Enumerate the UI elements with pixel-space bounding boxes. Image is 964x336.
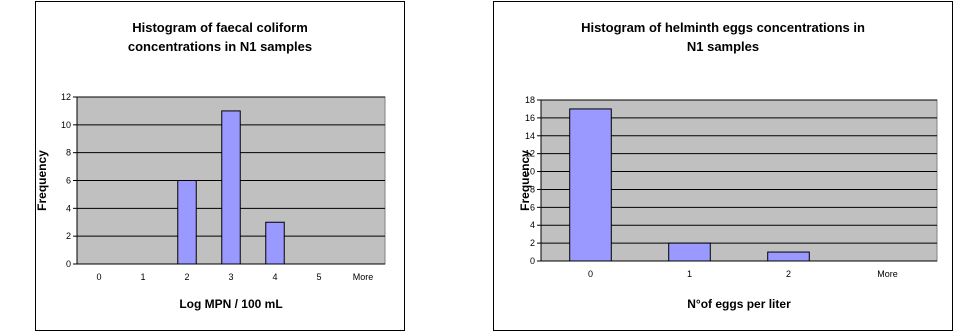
y-tick-label: 8 — [66, 148, 71, 158]
x-tick-label: 1 — [687, 269, 692, 279]
y-tick-label: 4 — [66, 203, 71, 213]
x-axis-title: Log MPN / 100 mL — [179, 297, 282, 311]
y-tick-label: 6 — [530, 202, 535, 212]
y-tick-label: 16 — [525, 113, 535, 123]
chart-title: Histogram of helminth eggs concentration… — [494, 18, 952, 56]
bar-3 — [221, 110, 241, 265]
bar-2 — [177, 180, 197, 265]
y-tick-label: 10 — [525, 167, 535, 177]
x-tick-label: More — [353, 272, 374, 282]
chart-title-line-2: N1 samples — [686, 39, 760, 54]
chart-title-line-1: Histogram of faecal coliform — [132, 20, 308, 35]
x-tick-label: 5 — [316, 272, 321, 282]
y-tick-label: 0 — [66, 259, 71, 269]
chart-title-line-1: Histogram of helminth eggs concentration… — [581, 20, 865, 35]
y-tick-label: 14 — [525, 131, 535, 141]
x-tick-label: 2 — [184, 272, 189, 282]
x-tick-label: 4 — [272, 272, 277, 282]
y-axis-title: Frequency — [35, 150, 49, 211]
y-tick-label: 8 — [530, 184, 535, 194]
y-tick-label: 6 — [66, 176, 71, 186]
y-tick-label: 10 — [61, 120, 71, 130]
y-tick-label: 4 — [530, 220, 535, 230]
x-tick-label: More — [877, 269, 898, 279]
chart-faecal-coliform: Histogram of faecal coliform concentrati… — [35, 1, 405, 331]
bar-1 — [668, 242, 711, 262]
chart-helminth-eggs: Histogram of helminth eggs concentration… — [493, 1, 953, 331]
bar-2 — [767, 251, 810, 262]
y-tick-label: 2 — [66, 231, 71, 241]
y-tick-label: 0 — [530, 256, 535, 266]
x-tick-label: 1 — [140, 272, 145, 282]
x-tick-label: 0 — [96, 272, 101, 282]
x-tick-label: 2 — [786, 269, 791, 279]
y-tick-label: 12 — [525, 149, 535, 159]
chart-title-line-2: concentrations in N1 samples — [127, 39, 313, 54]
y-tick-label: 12 — [61, 92, 71, 102]
bar-0 — [569, 108, 612, 262]
x-tick-label: 3 — [228, 272, 233, 282]
bar-4 — [265, 221, 285, 265]
y-tick-label: 2 — [530, 238, 535, 248]
chart-title: Histogram of faecal coliform concentrati… — [36, 18, 404, 56]
x-axis-title: N°of eggs per liter — [687, 297, 791, 311]
y-tick-label: 18 — [525, 95, 535, 105]
y-axis-title: Frequency — [518, 150, 532, 211]
x-tick-label: 0 — [588, 269, 593, 279]
